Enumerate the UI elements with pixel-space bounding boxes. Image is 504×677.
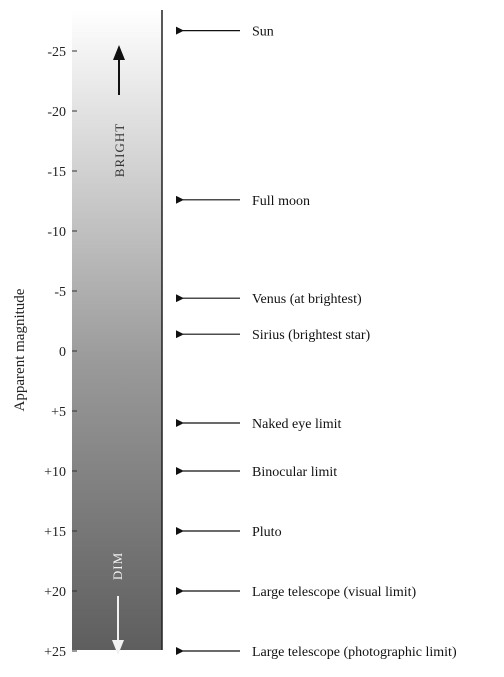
axis-tick: 0	[59, 345, 77, 360]
tick-label: 0	[59, 345, 66, 360]
tick-label: +25	[44, 645, 66, 660]
axis-title: Apparent magnitude	[12, 288, 28, 411]
tick-label: +15	[44, 525, 66, 540]
axis-tick: -15	[47, 165, 77, 180]
axis-tick: +25	[44, 645, 77, 660]
axis-tick: +10	[44, 465, 77, 480]
tick-label: +5	[51, 405, 66, 420]
object-label: Sun	[252, 25, 274, 40]
object-label: Naked eye limit	[252, 417, 342, 432]
axis-tick: -10	[47, 225, 77, 240]
tick-label: +20	[44, 585, 66, 600]
axis-tick: -5	[54, 285, 77, 300]
object-marker: Naked eye limit	[176, 417, 342, 432]
object-marker: Pluto	[176, 525, 282, 540]
object-marker: Sun	[176, 25, 274, 40]
object-label: Large telescope (photographic limit)	[252, 645, 457, 660]
dim-label: DIM	[110, 552, 125, 580]
bright-label: BRIGHT	[112, 123, 127, 177]
dim-indicator: DIM	[110, 552, 125, 655]
tick-label: -15	[47, 165, 66, 180]
tick-label: -25	[47, 45, 66, 60]
tick-label: -20	[47, 105, 66, 120]
axis-tick: +15	[44, 525, 77, 540]
axis-tick: -20	[47, 105, 77, 120]
object-label: Full moon	[252, 194, 310, 209]
object-marker: Venus (at brightest)	[176, 292, 362, 307]
object-markers: Sun Full moon Venus (at brightest) Sirius (…	[176, 25, 457, 660]
object-label: Large telescope (visual limit)	[252, 585, 417, 600]
object-marker: Binocular limit	[176, 465, 337, 480]
brightness-gradient-bar	[72, 10, 162, 650]
object-marker: Full moon	[176, 194, 310, 209]
axis-tick: +5	[51, 405, 77, 420]
tick-label: -5	[54, 285, 66, 300]
tick-label: -10	[47, 225, 66, 240]
object-marker: Sirius (brightest star)	[176, 328, 371, 343]
dim-arrow-head-icon	[112, 640, 124, 655]
object-label: Binocular limit	[252, 465, 337, 480]
object-marker: Large telescope (photographic limit)	[176, 645, 457, 660]
object-label: Sirius (brightest star)	[252, 328, 371, 343]
axis-tick: -25	[47, 45, 77, 60]
bright-indicator: BRIGHT	[112, 45, 127, 177]
object-label: Venus (at brightest)	[252, 292, 362, 307]
tick-label: +10	[44, 465, 66, 480]
bright-arrow-head-icon	[113, 45, 125, 60]
object-label: Pluto	[252, 525, 282, 540]
object-marker: Large telescope (visual limit)	[176, 585, 417, 600]
axis-tick: +20	[44, 585, 77, 600]
axis-ticks: -25 -20 -15 -10 -5 0 +5 +10 +15 +20 +25	[44, 45, 77, 660]
